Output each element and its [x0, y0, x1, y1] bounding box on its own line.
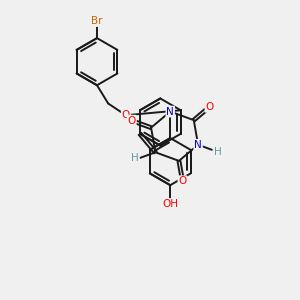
- Text: N: N: [167, 106, 174, 117]
- Text: O: O: [178, 176, 187, 186]
- Text: Br: Br: [91, 16, 103, 26]
- Text: H: H: [214, 147, 221, 157]
- Text: O: O: [206, 102, 214, 112]
- Text: O: O: [128, 116, 136, 126]
- Text: N: N: [194, 140, 202, 150]
- Text: H: H: [131, 153, 139, 163]
- Text: OH: OH: [162, 199, 178, 209]
- Text: O: O: [122, 110, 130, 120]
